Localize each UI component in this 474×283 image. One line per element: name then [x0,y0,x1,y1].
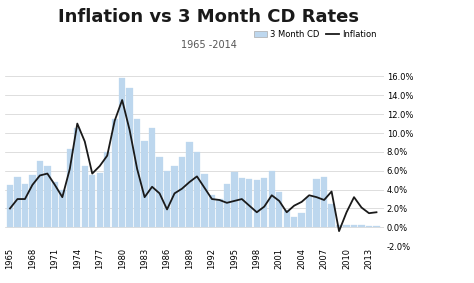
Legend: 3 Month CD, Inflation: 3 Month CD, Inflation [251,26,380,42]
Bar [374,226,380,227]
Bar [7,185,13,227]
Bar [328,204,335,227]
Bar [224,184,230,227]
Bar [156,156,163,227]
Bar [134,119,140,227]
Bar [209,195,215,227]
Bar [254,180,260,227]
Bar [246,179,253,227]
Bar [358,224,365,227]
Bar [201,173,208,227]
Bar [276,192,283,227]
Bar [82,166,88,227]
Bar [179,156,185,227]
Bar [97,173,103,227]
Bar [14,177,21,227]
Bar [67,149,73,227]
Bar [351,224,357,227]
Bar [127,88,133,227]
Bar [74,128,81,227]
Bar [291,217,297,227]
Bar [306,197,312,227]
Bar [238,178,245,227]
Bar [299,213,305,227]
Bar [261,178,267,227]
Bar [119,78,125,227]
Bar [171,166,178,227]
Bar [22,184,28,227]
Bar [149,128,155,227]
Bar [89,175,95,227]
Bar [164,171,170,227]
Bar [59,190,65,227]
Text: Inflation vs 3 Month CD Rates: Inflation vs 3 Month CD Rates [58,8,359,27]
Bar [44,166,51,227]
Bar [313,179,320,227]
Bar [216,199,223,227]
Bar [141,141,148,227]
Bar [36,161,43,227]
Bar [343,224,350,227]
Text: 1965 -2014: 1965 -2014 [181,40,237,50]
Bar [104,152,110,227]
Bar [336,224,342,227]
Bar [269,171,275,227]
Bar [52,182,58,227]
Bar [321,177,327,227]
Bar [231,172,237,227]
Bar [366,226,372,227]
Bar [283,210,290,227]
Bar [194,152,200,227]
Bar [111,119,118,227]
Bar [29,175,36,227]
Bar [186,142,192,227]
